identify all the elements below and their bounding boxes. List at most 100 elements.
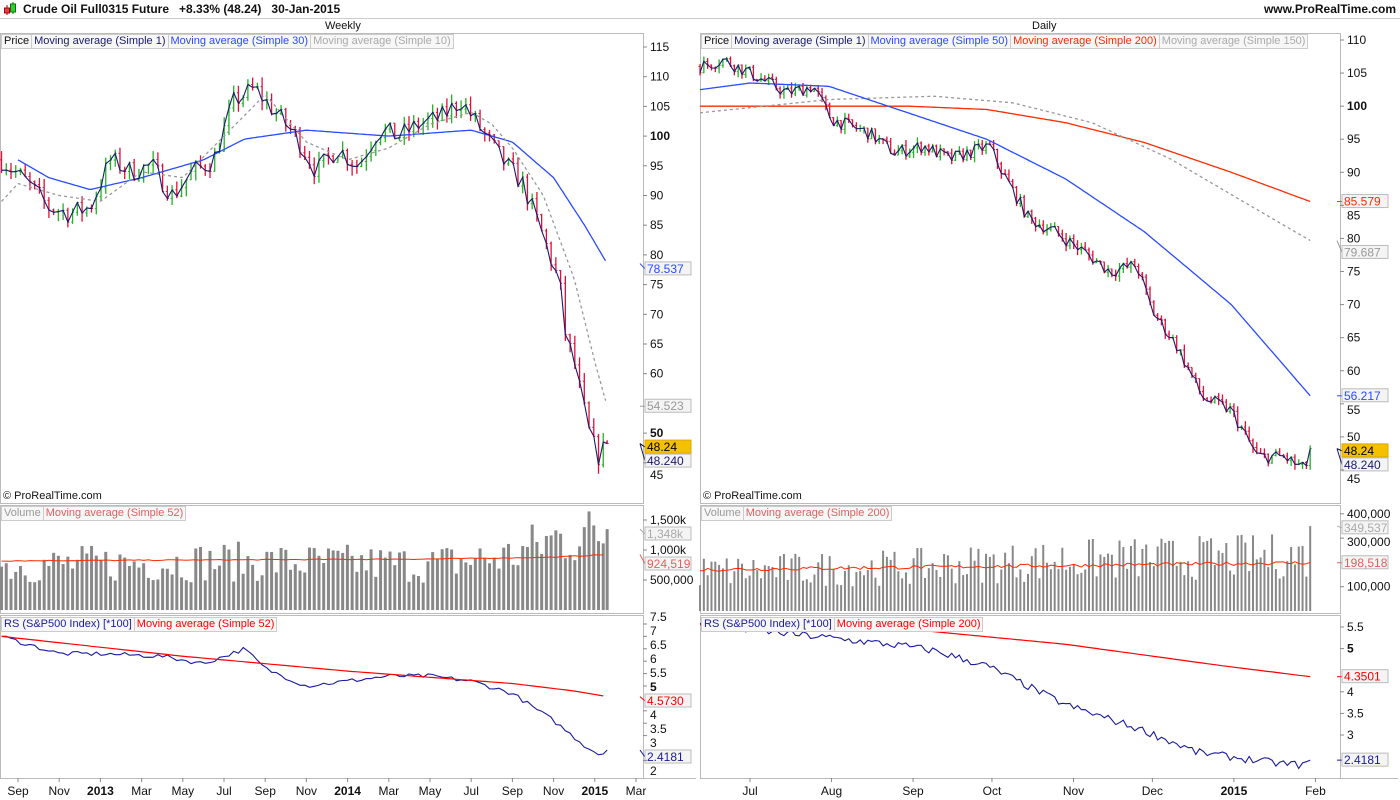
y-tick-label: 80: [650, 248, 664, 262]
volume-bar: [388, 551, 392, 610]
daily-volume-legend: Volume Moving average (Simple 200): [701, 506, 893, 521]
legend-price[interactable]: Price: [1, 34, 33, 49]
value-tag-label: 48.24: [647, 440, 677, 454]
volume-bar: [9, 578, 13, 610]
value-tag-label: 2.4181: [647, 750, 684, 764]
value-tag-marker: [1336, 448, 1343, 466]
y-tick-label: 5.5: [1347, 620, 1364, 634]
volume-bar: [568, 554, 572, 610]
volume-bar: [293, 564, 297, 610]
volume-bar: [832, 568, 835, 611]
volume-bar: [737, 558, 740, 611]
volume-bar: [1229, 570, 1232, 611]
volume-bar: [935, 569, 938, 611]
site-link[interactable]: www.ProRealTime.com: [1263, 2, 1396, 16]
y-tick-label: 4: [1347, 685, 1354, 699]
x-tick-label: 2013: [87, 784, 114, 798]
volume-bar: [1042, 544, 1045, 611]
legend-ma1[interactable]: Moving average (Simple 1): [31, 34, 169, 49]
volume-bar: [1053, 561, 1056, 611]
y-tick-label: 60: [1347, 364, 1361, 378]
volume-bar: [1019, 569, 1022, 611]
volume-bar: [199, 547, 203, 610]
legend-volume-ma[interactable]: Moving average (Simple 52): [42, 506, 187, 521]
volume-bar: [992, 554, 995, 611]
volume-bar: [445, 548, 449, 610]
legend-volume[interactable]: Volume: [1, 506, 44, 521]
volume-bar: [946, 555, 949, 611]
volume-bar: [203, 580, 207, 610]
legend-ma200[interactable]: Moving average (Simple 200): [1010, 34, 1160, 49]
volume-bar: [402, 551, 406, 610]
volume-bar: [1160, 538, 1163, 611]
volume-bar: [1004, 552, 1007, 611]
volume-bar: [1076, 574, 1079, 611]
legend-rs-ma[interactable]: Moving average (Simple 52): [133, 617, 278, 632]
legend-ma150[interactable]: Moving average (Simple 150): [1158, 34, 1309, 49]
legend-ma50[interactable]: Moving average (Simple 50): [867, 34, 1012, 49]
volume-bar: [1179, 561, 1182, 611]
legend-rs[interactable]: RS (S&P500 Index) [*100]: [1, 617, 135, 632]
value-tag-marker: [639, 554, 646, 565]
volume-bar: [322, 562, 326, 610]
rs-line: [1, 635, 608, 756]
volume-bar: [85, 553, 89, 610]
legend-ma1[interactable]: Moving average (Simple 1): [731, 34, 869, 49]
value-tag-label: 1,348k: [647, 527, 684, 541]
legend-rs[interactable]: RS (S&P500 Index) [*100]: [701, 617, 835, 632]
value-tag: [1341, 752, 1389, 767]
y-tick-label: 95: [1347, 132, 1361, 146]
volume-bar: [530, 524, 534, 610]
x-tick-label: May: [419, 784, 442, 798]
volume-bar: [744, 578, 747, 611]
volume-bar: [331, 550, 335, 610]
volume-bar: [1206, 540, 1209, 611]
volume-bar: [1263, 549, 1266, 611]
y-tick-label: 65: [1347, 331, 1361, 345]
volume-bar: [1095, 576, 1098, 611]
volume-bar: [492, 557, 496, 610]
volume-bar: [307, 547, 311, 610]
legend-volume-ma[interactable]: Moving average (Simple 200): [742, 506, 893, 521]
y-tick-label: 55: [1347, 403, 1361, 417]
volume-bar: [28, 581, 32, 610]
volume-bar: [236, 541, 240, 610]
volume-bar: [605, 529, 609, 610]
volume-bar: [996, 583, 999, 611]
volume-bar: [18, 565, 22, 610]
volume-bar: [379, 550, 383, 610]
legend-rs-ma[interactable]: Moving average (Simple 200): [833, 617, 984, 632]
volume-bar: [725, 558, 728, 611]
volume-bar: [1065, 569, 1068, 611]
volume-bar: [1297, 546, 1300, 611]
value-tag-marker: [639, 443, 646, 462]
rs-ma-line: [699, 624, 1311, 678]
volume-bar: [1103, 556, 1106, 611]
volume-bar: [270, 551, 274, 610]
volume-bar: [601, 543, 605, 610]
volume-bar: [1088, 539, 1091, 611]
volume-bar: [851, 586, 854, 611]
volume-bar: [1183, 575, 1186, 611]
header-info: Crude Oil Full0315 Future +8.33% (48.24)…: [23, 2, 340, 16]
y-tick-label: 6.5: [650, 638, 667, 652]
volume-bar: [222, 544, 226, 610]
volume-bar: [981, 582, 984, 611]
volume-bar: [483, 557, 487, 610]
volume-bar: [1099, 554, 1102, 611]
y-tick-label: 75: [650, 278, 664, 292]
x-tick-label: 2015: [581, 784, 608, 798]
legend-volume[interactable]: Volume: [701, 506, 744, 521]
value-tag: [1341, 457, 1389, 472]
y-tick-label: 100: [1347, 99, 1367, 113]
volume-bar: [1118, 540, 1121, 611]
legend-ma10[interactable]: Moving average (Simple 10): [310, 34, 454, 49]
weekly-chart: Sep Nov 2013 Mar May Jul Sep Nov 2014 Mar May Jul Se…: [0, 33, 696, 798]
volume-bar: [882, 550, 885, 611]
legend-price[interactable]: Price: [701, 34, 733, 49]
volume-bar: [1259, 557, 1262, 611]
y-tick-label: 3.5: [650, 722, 667, 736]
volume-bar: [260, 575, 264, 610]
y-tick-label: 75: [1347, 265, 1361, 279]
legend-ma30[interactable]: Moving average (Simple 30): [167, 34, 312, 49]
